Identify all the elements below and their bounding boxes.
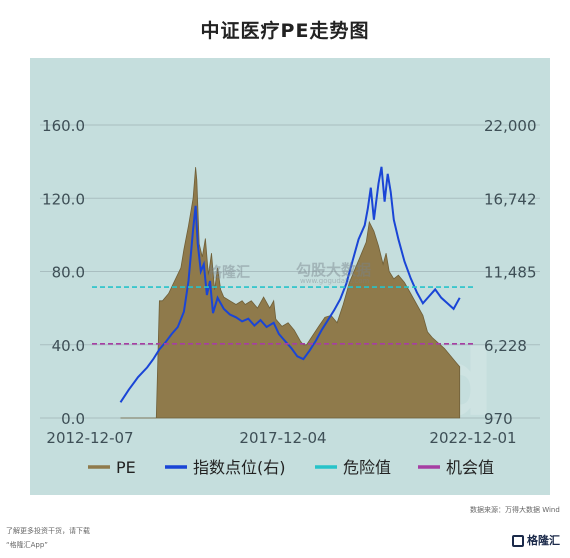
logo-text: 格隆汇	[527, 534, 560, 547]
brand-logo: 格隆汇	[512, 532, 560, 548]
x-tick-label: 2022-12-01	[429, 429, 516, 447]
x-tick-label: 2012-12-07	[46, 429, 133, 447]
right-tick-label: 11,485	[484, 264, 537, 282]
left-axis-ticks: 160.0 120.0 80.0 40.0 0.0	[42, 117, 85, 428]
x-tick-label: 2017-12-04	[239, 429, 326, 447]
left-tick-label: 120.0	[42, 190, 85, 208]
footer-promo: 了解更多投资干货，请下载 “格隆汇App”	[6, 524, 90, 552]
left-tick-label: 160.0	[42, 117, 85, 135]
pe-area-series	[120, 167, 461, 419]
promo-line-2: “格隆汇App”	[6, 541, 48, 549]
index-line-series	[119, 166, 461, 403]
data-source: 数据来源：万得大数据 Wind	[470, 506, 560, 514]
x-axis-ticks: 2012-12-07 2017-12-04 2022-12-01	[46, 429, 516, 447]
site-watermark: 勾股大数据	[296, 261, 372, 279]
legend-label: PE	[116, 458, 136, 477]
promo-line-1: 了解更多投资干货，请下载	[6, 527, 90, 535]
legend: PE 指数点位(右) 危险值 机会值	[88, 458, 494, 477]
right-tick-label: 970	[484, 410, 513, 428]
left-tick-label: 0.0	[61, 410, 85, 428]
right-tick-label: 22,000	[484, 117, 537, 135]
site-url-watermark: www.gogudata.com	[300, 277, 370, 285]
right-tick-label: 16,742	[484, 190, 537, 208]
right-tick-label: 6,228	[484, 337, 527, 355]
chart-panel	[30, 58, 550, 495]
legend-label: 机会值	[446, 458, 494, 477]
brand-watermark: 格隆汇	[208, 265, 250, 281]
logo-icon	[512, 535, 524, 547]
left-tick-label: 40.0	[52, 337, 85, 355]
right-axis-ticks: 22,000 16,742 11,485 6,228 970	[484, 117, 537, 428]
legend-label: 指数点位(右)	[193, 458, 286, 477]
left-tick-label: 80.0	[52, 264, 85, 282]
legend-label: 危险值	[343, 458, 391, 477]
chart-title: 中证医疗PE走势图	[200, 20, 370, 42]
